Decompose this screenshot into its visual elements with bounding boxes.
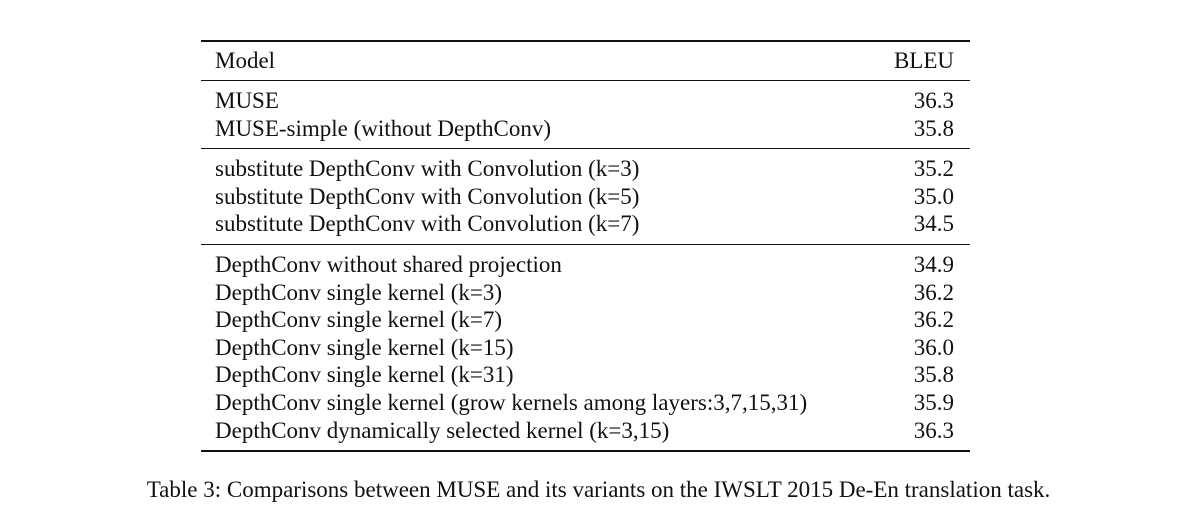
results-table-container: Model BLEU MUSE 36.3 MUSE-simple (withou… <box>201 40 970 453</box>
row-model: DepthConv without shared projection <box>201 243 885 279</box>
row-model: DepthConv single kernel (k=3) <box>215 279 502 305</box>
row-model: DepthConv single kernel (k=7) <box>215 307 502 333</box>
row-model: DepthConv single kernel (k=31) <box>215 362 514 388</box>
row-bleu: 36.2 <box>913 279 954 305</box>
table-group-convolution: substitute DepthConv with Convolution (k… <box>201 148 970 245</box>
row-model: DepthConv single kernel (k=15) <box>215 334 514 360</box>
row-bleu: 36.3 <box>884 416 970 453</box>
table-group-depthconv: DepthConv without shared projection 34.9… <box>201 243 970 453</box>
table-row: substitute DepthConv with Convolution (k… <box>201 210 970 244</box>
table-header-row: Model BLEU <box>201 40 970 81</box>
row-model: substitute DepthConv with Convolution (k… <box>201 148 885 183</box>
row-bleu: 36.2 <box>913 307 954 333</box>
table-row: DepthConv single kernel (k=7) 36.2 <box>201 306 970 334</box>
row-bleu: 35.2 <box>884 148 970 183</box>
row-model: DepthConv dynamically selected kernel (k… <box>201 416 885 453</box>
table-group-muse: MUSE 36.3 MUSE-simple (without DepthConv… <box>201 79 970 149</box>
header-bleu: BLEU <box>884 40 970 81</box>
table-row: DepthConv single kernel (k=31) 35.8 <box>201 361 970 389</box>
table-row: MUSE-simple (without DepthConv) 35.8 <box>201 115 970 149</box>
row-model: substitute DepthConv with Convolution (k… <box>215 211 640 237</box>
row-model: MUSE-simple (without DepthConv) <box>215 115 552 141</box>
table-row: MUSE 36.3 <box>201 79 970 115</box>
table-row: DepthConv single kernel (k=3) 36.2 <box>201 279 970 307</box>
row-bleu: 34.5 <box>913 211 954 237</box>
row-model: MUSE <box>201 79 885 115</box>
row-bleu: 34.9 <box>884 243 970 279</box>
table-row: substitute DepthConv with Convolution (k… <box>201 148 970 183</box>
table-header: Model BLEU <box>201 40 970 81</box>
row-bleu: 35.0 <box>913 183 954 209</box>
row-bleu: 35.9 <box>913 389 954 415</box>
row-bleu: 35.8 <box>913 115 954 141</box>
row-bleu: 36.0 <box>913 334 954 360</box>
header-model: Model <box>201 40 885 81</box>
row-bleu: 35.8 <box>913 362 954 388</box>
table-row: DepthConv single kernel (k=15) 36.0 <box>201 334 970 362</box>
row-model: DepthConv single kernel (grow kernels am… <box>215 389 808 415</box>
table-row: DepthConv without shared projection 34.9 <box>201 243 970 279</box>
table-caption: Table 3: Comparisons between MUSE and it… <box>146 477 1051 502</box>
table-row: DepthConv single kernel (grow kernels am… <box>201 389 970 417</box>
row-bleu: 36.3 <box>884 79 970 115</box>
results-table: Model BLEU MUSE 36.3 MUSE-simple (withou… <box>201 40 970 453</box>
table-row: DepthConv dynamically selected kernel (k… <box>201 416 970 453</box>
row-model: substitute DepthConv with Convolution (k… <box>215 183 640 209</box>
table-row: substitute DepthConv with Convolution (k… <box>201 183 970 211</box>
